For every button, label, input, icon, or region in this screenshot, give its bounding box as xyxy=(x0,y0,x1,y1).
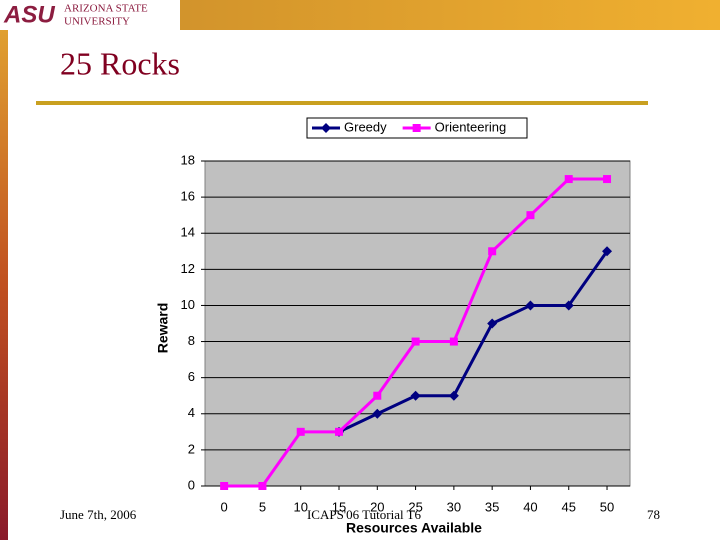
footer-event: ICAPS'06 Tutorial T6 xyxy=(307,507,422,522)
y-tick-label: 8 xyxy=(188,333,195,348)
university-name: UNIVERSITY xyxy=(64,16,130,28)
y-tick-label: 6 xyxy=(188,369,195,384)
legend-label: Orienteering xyxy=(435,119,507,134)
series-line xyxy=(338,250,609,434)
y-tick-label: 12 xyxy=(181,261,195,276)
slide-title: 25 Rocks xyxy=(60,45,180,81)
data-point xyxy=(411,337,420,346)
data-point xyxy=(563,300,574,311)
y-tick-label: 2 xyxy=(188,441,195,456)
data-point xyxy=(258,482,267,490)
x-tick-label: 15 xyxy=(332,499,346,514)
x-tick-label: 0 xyxy=(221,499,228,514)
title-underline xyxy=(36,101,648,105)
university-name: ARIZONA STATE xyxy=(64,3,148,15)
data-point xyxy=(321,123,331,133)
y-tick-label: 0 xyxy=(188,477,195,492)
x-tick-label: 50 xyxy=(600,499,614,514)
data-point xyxy=(220,482,229,490)
x-tick-label: 45 xyxy=(562,499,576,514)
x-tick-label: 25 xyxy=(408,499,422,514)
y-tick-label: 16 xyxy=(181,189,195,204)
data-point xyxy=(335,427,344,436)
y-tick-label: 18 xyxy=(181,152,195,167)
x-tick-label: 30 xyxy=(447,499,461,514)
side-bar xyxy=(0,30,8,540)
plot-area xyxy=(204,160,631,487)
data-point xyxy=(487,318,498,329)
data-point xyxy=(373,391,382,400)
page-number: 78 xyxy=(647,507,660,522)
data-point xyxy=(449,337,458,346)
footer-date: June 7th, 2006 xyxy=(60,507,137,522)
x-axis-label: Resources Available xyxy=(346,520,482,536)
x-tick-label: 40 xyxy=(523,499,537,514)
logo-area xyxy=(0,0,180,30)
data-point xyxy=(603,175,612,184)
data-point xyxy=(564,175,573,184)
data-point xyxy=(410,390,421,401)
y-axis-label: Reward xyxy=(155,303,171,354)
data-point xyxy=(448,390,459,401)
data-point xyxy=(526,211,535,220)
logo: ASU xyxy=(3,1,55,28)
y-tick-label: 4 xyxy=(188,405,195,420)
data-point xyxy=(296,427,305,436)
data-point xyxy=(525,300,536,311)
x-tick-label: 5 xyxy=(259,499,266,514)
y-tick-label: 14 xyxy=(181,225,195,240)
data-point xyxy=(412,124,421,132)
data-point xyxy=(602,246,613,257)
legend-label: Greedy xyxy=(344,119,387,134)
x-tick-label: 10 xyxy=(293,499,307,514)
x-tick-label: 35 xyxy=(485,499,499,514)
x-tick-label: 20 xyxy=(370,499,384,514)
y-tick-label: 10 xyxy=(181,297,195,312)
data-point xyxy=(372,408,383,419)
data-point xyxy=(488,247,497,256)
